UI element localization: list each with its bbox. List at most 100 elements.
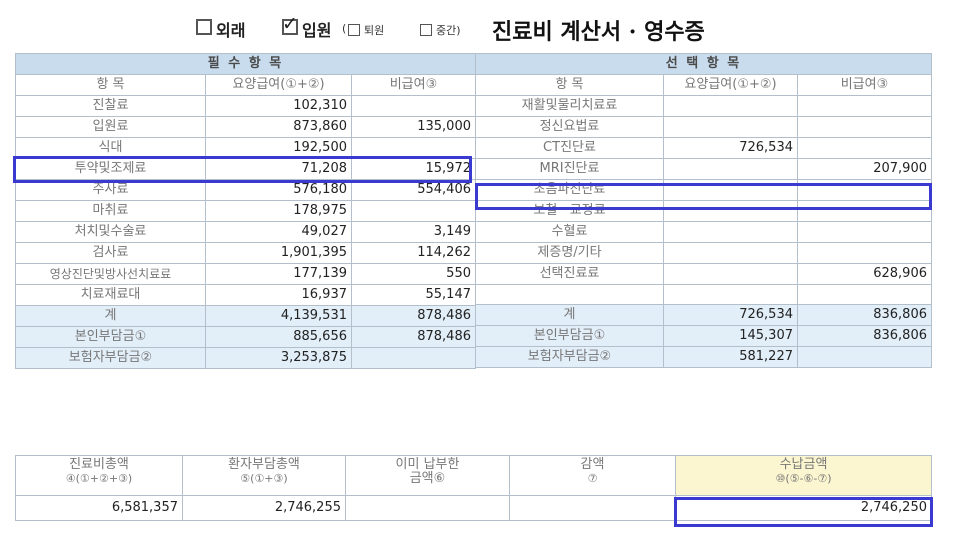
- covered-value: 16,937: [205, 284, 352, 306]
- table-row: 입원료 873,860 135,000: [15, 116, 476, 138]
- optional-section-header: 선 택 항 목: [475, 53, 932, 75]
- noncovered-value: 628,906: [797, 263, 932, 285]
- col-covered-header: 요양급여(①+②): [663, 74, 798, 96]
- row-label: 보철 · 교정료: [475, 200, 664, 222]
- total-cost-label: 진료비총액: [69, 457, 129, 472]
- noncovered-value: 135,000: [351, 116, 476, 138]
- essential-section-header: 필 수 항 목: [15, 53, 476, 75]
- covered-value: 726,534: [663, 137, 798, 159]
- row-label: 검사료: [15, 242, 206, 264]
- payment-value: 2,746,250: [675, 495, 932, 521]
- covered-value: 71,208: [205, 158, 352, 180]
- paren-open: (: [342, 22, 347, 35]
- table-row: 검사료 1,901,395 114,262: [15, 242, 476, 264]
- table-row: [475, 284, 932, 305]
- optional-items-table: 선 택 항 목 항 목 요양급여(①+②) 비급여③ 재활및물리치료료 정신요법…: [475, 53, 932, 368]
- interim-checkbox[interactable]: [420, 24, 432, 36]
- row-label: 투약및조제료: [15, 158, 206, 180]
- covered-value: 178,975: [205, 200, 352, 222]
- noncovered-value: 114,262: [351, 242, 476, 264]
- self-pay-covered: 885,656: [205, 326, 352, 348]
- col-item-header: 항 목: [475, 74, 664, 96]
- table-row: 정신요법료: [475, 116, 932, 138]
- row-label: MRI진단료: [475, 158, 664, 180]
- total-cost-value: 6,581,357: [15, 495, 183, 521]
- prepaid-label: 이미 납부한: [395, 457, 460, 472]
- noncovered-value: [797, 95, 932, 117]
- self-pay-label: 본인부담금①: [475, 325, 664, 347]
- insurer-pay-label: 보험자부담금②: [15, 347, 206, 369]
- col-noncovered-header: 비급여③: [351, 74, 476, 96]
- covered-value: 102,310: [205, 95, 352, 117]
- row-label: 진찰료: [15, 95, 206, 117]
- noncovered-value: 554,406: [351, 179, 476, 201]
- covered-value: [663, 200, 798, 222]
- noncovered-value: [797, 242, 932, 264]
- insurer-pay-noncovered: [351, 347, 476, 369]
- total-noncovered: 836,806: [797, 304, 932, 326]
- row-label: [475, 284, 664, 305]
- table-row: 보철 · 교정료: [475, 200, 932, 222]
- total-label: 계: [15, 305, 206, 327]
- table-row: MRI진단료 207,900: [475, 158, 932, 180]
- inpatient-checkbox[interactable]: [282, 13, 298, 35]
- insurer-pay-covered: 581,227: [663, 346, 798, 368]
- noncovered-value: [797, 116, 932, 138]
- discount-formula: ⑦: [587, 472, 598, 485]
- inpatient-label: 입원: [302, 21, 332, 40]
- row-label: 입원료: [15, 116, 206, 138]
- self-pay-noncovered: 878,486: [351, 326, 476, 348]
- self-pay-noncovered: 836,806: [797, 325, 932, 347]
- noncovered-value: [351, 95, 476, 117]
- noncovered-value: [797, 200, 932, 222]
- noncovered-value: [797, 221, 932, 243]
- discharge-checkbox[interactable]: [348, 24, 360, 36]
- patient-total-header: 환자부담총액 ⑤(①+③): [182, 455, 346, 496]
- self-pay-row: 본인부담금① 145,307 836,806: [475, 325, 932, 347]
- total-row: 계 4,139,531 878,486: [15, 305, 476, 327]
- table-row: 수혈료: [475, 221, 932, 243]
- table-row: 영상진단및방사선치료료 177,139 550: [15, 263, 476, 285]
- noncovered-value: [797, 284, 932, 305]
- table-row: 마취료 178,975: [15, 200, 476, 222]
- covered-value: 49,027: [205, 221, 352, 243]
- total-row: 계 726,534 836,806: [475, 304, 932, 326]
- total-label: 계: [475, 304, 664, 326]
- payment-label: 수납금액: [779, 457, 828, 472]
- receipt-header: 외래 입원 ( 퇴원 중간) 진료비 계산서 · 영수증: [0, 0, 957, 48]
- row-label: 치료재료대: [15, 284, 206, 306]
- table-row: 주사료 576,180 554,406: [15, 179, 476, 201]
- covered-value: 576,180: [205, 179, 352, 201]
- outpatient-checkbox[interactable]: [196, 19, 212, 35]
- table-row: 선택진료료 628,906: [475, 263, 932, 285]
- patient-total-formula: ⑤(①+③): [240, 472, 288, 485]
- total-covered: 4,139,531: [205, 305, 352, 327]
- row-label: 재활및물리치료료: [475, 95, 664, 117]
- covered-value: [663, 284, 798, 305]
- noncovered-value: [797, 179, 932, 201]
- noncovered-value: 15,972: [351, 158, 476, 180]
- col-covered-header: 요양급여(①+②): [205, 74, 352, 96]
- noncovered-value: [797, 137, 932, 159]
- row-label: 제증명/기타: [475, 242, 664, 264]
- self-pay-covered: 145,307: [663, 325, 798, 347]
- row-label: CT진단료: [475, 137, 664, 159]
- outpatient-label: 외래: [216, 21, 246, 40]
- col-item-header: 항 목: [15, 74, 206, 96]
- insurer-pay-label: 보험자부담금②: [475, 346, 664, 368]
- covered-value: 177,139: [205, 263, 352, 285]
- discharge-label: 퇴원: [364, 24, 385, 37]
- row-label: 처치및수술료: [15, 221, 206, 243]
- essential-items-table: 필 수 항 목 항 목 요양급여(①+②) 비급여③ 진찰료 102,310 입원…: [15, 53, 476, 369]
- noncovered-value: [351, 200, 476, 222]
- covered-value: 873,860: [205, 116, 352, 138]
- covered-value: [663, 158, 798, 180]
- table-row: CT진단료 726,534: [475, 137, 932, 159]
- receipt-title: 진료비 계산서 · 영수증: [492, 19, 705, 45]
- self-pay-row: 본인부담금① 885,656 878,486: [15, 326, 476, 348]
- total-cost-formula: ④(①+②+③): [65, 472, 133, 485]
- table-row: 치료재료대 16,937 55,147: [15, 284, 476, 306]
- row-label: 주사료: [15, 179, 206, 201]
- covered-value: [663, 179, 798, 201]
- prepaid-header: 이미 납부한 금액⑥: [345, 455, 510, 496]
